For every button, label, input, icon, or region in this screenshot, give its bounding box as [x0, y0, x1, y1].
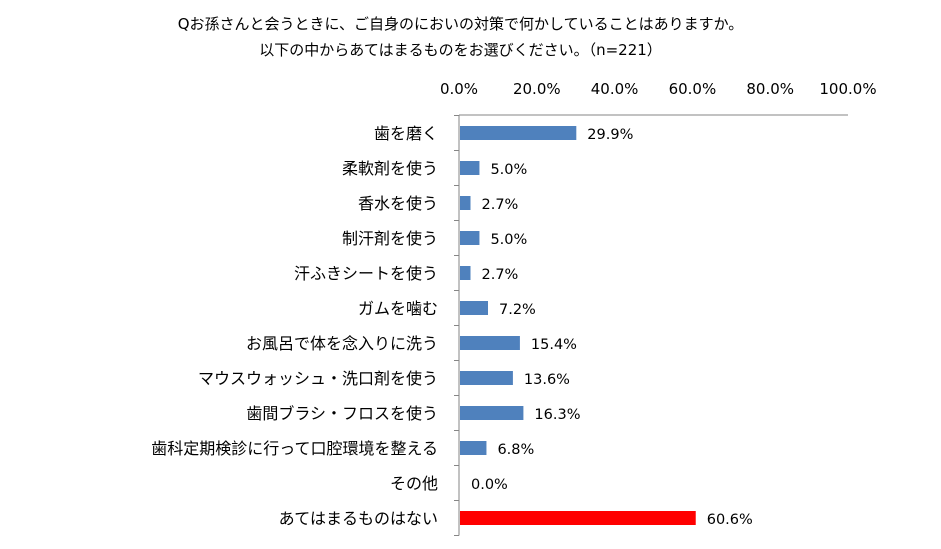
category-label: ガムを噛む: [358, 299, 438, 318]
chart-title-line-1: Qお孫さんと会うときに、ご自身のにおいの対策で何かしていることはありますか。: [177, 15, 744, 33]
bar: [460, 231, 480, 245]
value-label: 16.3%: [534, 407, 580, 423]
category-label: マウスウォッシュ・洗口剤を使う: [198, 369, 438, 388]
value-label: 0.0%: [471, 477, 508, 493]
value-label: 5.0%: [490, 232, 527, 248]
category-label: 柔軟剤を使う: [342, 159, 438, 178]
x-tick-label: 100.0%: [819, 80, 876, 98]
bar: [460, 266, 471, 280]
bar: [460, 371, 513, 385]
x-tick-label: 40.0%: [591, 80, 639, 98]
bar: [460, 196, 471, 210]
chart-title-line-2: 以下の中からあてはまるものをお選びください。（n=221）: [259, 41, 662, 59]
category-label: お風呂で体を念入りに洗う: [246, 334, 438, 353]
value-label: 6.8%: [497, 442, 534, 458]
value-label: 2.7%: [482, 197, 519, 213]
value-label: 13.6%: [524, 372, 570, 388]
category-label: その他: [390, 474, 438, 493]
category-label: 汗ふきシートを使う: [294, 264, 438, 283]
category-label: あてはまるものはない: [279, 509, 438, 528]
bar: [460, 511, 696, 525]
category-label: 歯間ブラシ・フロスを使う: [246, 404, 438, 423]
value-label: 5.0%: [490, 162, 527, 178]
value-label: 15.4%: [531, 337, 577, 353]
bar: [460, 301, 489, 315]
bar: [460, 161, 480, 175]
category-label: 歯を磨く: [374, 124, 438, 143]
x-tick-label: 0.0%: [440, 80, 478, 98]
category-label: 制汗剤を使う: [342, 229, 438, 248]
value-label: 2.7%: [482, 267, 519, 283]
bar: [460, 336, 520, 350]
bar: [460, 441, 487, 455]
category-label: 歯科定期検診に行って口腔環境を整える: [151, 439, 438, 458]
x-tick-label: 20.0%: [513, 80, 561, 98]
value-label: 60.6%: [707, 512, 753, 528]
x-tick-label: 60.0%: [669, 80, 717, 98]
bar: [460, 126, 577, 140]
value-label: 7.2%: [499, 302, 536, 318]
bar: [460, 406, 524, 420]
x-tick-label: 80.0%: [746, 80, 794, 98]
value-label: 29.9%: [587, 127, 633, 143]
category-label: 香水を使う: [358, 194, 438, 213]
